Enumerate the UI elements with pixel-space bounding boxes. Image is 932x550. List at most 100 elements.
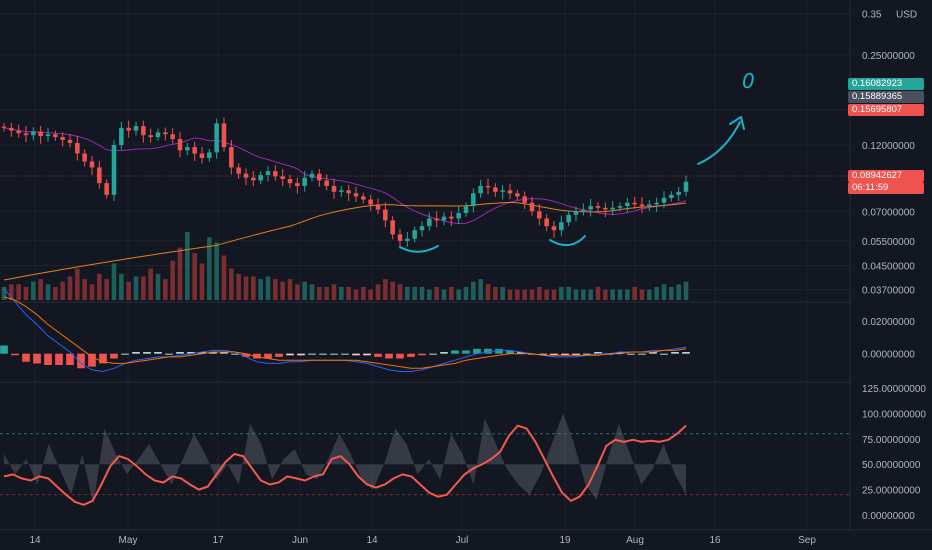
macd-histogram-bar	[231, 353, 239, 355]
volume-bar	[126, 281, 131, 300]
time-tick-label: Sep	[798, 535, 816, 546]
candle-body	[331, 185, 337, 192]
candle-body	[471, 193, 476, 207]
volume-bar	[251, 276, 256, 300]
volume-bar	[295, 284, 300, 300]
macd-histogram-bar	[33, 353, 41, 364]
candle-body	[9, 127, 14, 131]
macd-histogram-bar	[627, 353, 635, 355]
volume-bar	[199, 263, 205, 300]
volume-bar	[566, 286, 571, 300]
macd-histogram-bar	[418, 353, 426, 356]
time-tick-label: 19	[559, 535, 571, 546]
candle-body	[647, 204, 652, 207]
volume-bar	[617, 289, 623, 300]
macd-histogram-bar	[429, 353, 437, 355]
volume-bar	[192, 252, 197, 300]
volume-bar	[265, 276, 271, 300]
volume-bar	[104, 279, 109, 300]
volume-bar	[639, 289, 645, 300]
macd-histogram-bar	[473, 348, 481, 354]
volume-bar	[537, 286, 542, 300]
candle-body	[229, 147, 234, 168]
candle-body	[280, 176, 285, 180]
price-tag-last: 0.08942627	[848, 170, 924, 182]
price-tick-label: 0.25000000	[862, 51, 915, 62]
volume-bar	[676, 284, 681, 300]
candle-body	[170, 134, 175, 140]
candle-body	[141, 126, 146, 136]
macd-histogram-bar	[44, 353, 52, 366]
macd-histogram-bar	[451, 350, 459, 354]
volume-bar	[214, 242, 219, 300]
macd-histogram-bar	[572, 353, 580, 356]
candle-body	[177, 139, 183, 151]
candle-body	[478, 185, 483, 194]
candle-body	[97, 167, 102, 184]
volume-bar	[361, 286, 366, 300]
macd-tick-label: 0.00000000	[862, 350, 915, 361]
macd-histogram-bar	[517, 352, 525, 354]
candle-body	[515, 193, 520, 197]
candle-body	[683, 181, 689, 192]
macd-histogram-bar	[660, 353, 668, 355]
ma-slow-line	[3, 201, 687, 281]
macd-histogram-bar	[561, 353, 569, 356]
candle-body	[317, 173, 322, 181]
candle-body	[155, 132, 161, 138]
candle-body	[214, 123, 219, 153]
macd-histogram-bar	[407, 353, 415, 357]
volume-bar	[434, 286, 439, 300]
candle-body	[31, 131, 36, 136]
volume-bar	[317, 286, 322, 300]
macd-histogram-bar	[242, 353, 250, 357]
volume-bar	[141, 276, 146, 300]
volume-bar	[375, 284, 381, 300]
countdown-tag: 06:11:59	[848, 182, 924, 194]
candle-body	[368, 199, 373, 205]
macd-histogram-bar	[594, 352, 602, 354]
candle-body	[397, 234, 403, 241]
volume-bar	[16, 284, 21, 300]
candle-body	[500, 190, 505, 192]
candle-body	[75, 142, 80, 154]
candle-body	[361, 196, 366, 200]
candle-body	[566, 214, 571, 223]
volume-bar	[177, 247, 183, 300]
volume-bar	[133, 276, 139, 300]
candle-body	[676, 191, 681, 195]
candle-body	[419, 226, 425, 231]
candle-body	[522, 196, 527, 203]
time-tick-label: 14	[29, 535, 41, 546]
macd-tick-label: 0.02000000	[862, 317, 915, 328]
candle-body	[632, 202, 637, 205]
candle-body	[45, 134, 51, 137]
candle-body	[339, 190, 344, 192]
price-tick-label: 0.05500000	[862, 237, 915, 248]
macd-histogram-bar	[253, 353, 261, 359]
macd-histogram-bar	[671, 352, 679, 354]
volume-bar	[53, 286, 58, 300]
bottom-curve-1	[399, 245, 439, 253]
macd-panel	[0, 288, 690, 373]
volume-bar	[647, 289, 652, 300]
oscillator-tick-label: 25.00000000	[862, 486, 921, 497]
candle-body	[441, 216, 447, 221]
volume-bar	[236, 273, 241, 300]
price-tick-label: 0.07000000	[862, 207, 915, 218]
candle-body	[192, 147, 197, 154]
oscillator-tick-label: 0.00000000	[862, 511, 915, 522]
macd-histogram-bar	[638, 353, 646, 355]
candle-body	[617, 206, 623, 208]
candle-body	[302, 177, 307, 186]
candle-body	[67, 139, 73, 143]
time-tick-label: Aug	[626, 535, 644, 546]
macd-histogram-bar	[319, 353, 327, 355]
candle-body	[544, 218, 549, 227]
volume-bar	[1, 286, 7, 300]
candle-body	[669, 194, 674, 198]
candle-body	[375, 204, 381, 210]
volume-bar	[427, 289, 432, 300]
